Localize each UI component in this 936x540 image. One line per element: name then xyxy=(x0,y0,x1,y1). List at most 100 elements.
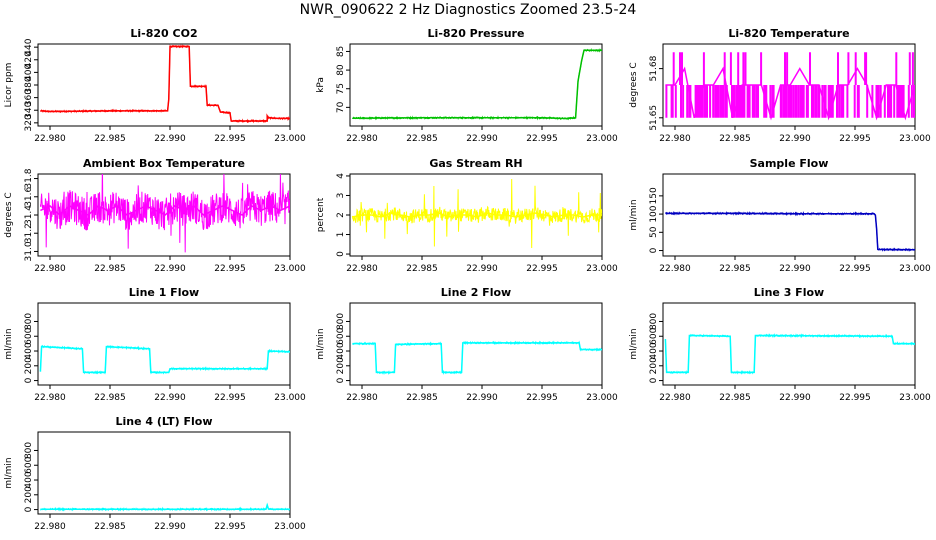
y-tick-label: 31.4 xyxy=(24,205,34,225)
plot-frame xyxy=(349,302,603,386)
y-tick-label: 1 xyxy=(336,232,346,238)
x-tick-label: 22.985 xyxy=(406,264,438,274)
series-line xyxy=(352,49,602,120)
x-tick-label: 22.990 xyxy=(466,264,498,274)
x-tick-label: 22.985 xyxy=(406,134,438,144)
x-tick-label: 22.995 xyxy=(526,134,558,144)
series-line xyxy=(40,502,290,510)
y-tick-label: 80 xyxy=(336,64,346,76)
x-tick-label: 23.000 xyxy=(274,134,306,144)
x-tick-label: 23.000 xyxy=(586,393,618,403)
x-tick-label: 23.000 xyxy=(899,264,931,274)
x-tick-label: 22.990 xyxy=(154,393,186,403)
chart-line-1-flow: Line 1 Flow ml/min 22.980 22.985 22.990 22.99… xyxy=(4,286,306,403)
x-tick-label: 22.990 xyxy=(154,134,186,144)
y-axis-label: kPa xyxy=(316,77,326,93)
y-tick-label: 4 xyxy=(336,173,346,179)
x-tick-label: 22.980 xyxy=(346,134,378,144)
chart-li-820-pressure: Li-820 Pressure kPa 22.980 22.985 22.990 22.9… xyxy=(316,27,618,144)
x-tick-label: 22.990 xyxy=(779,134,811,144)
y-tick-label: 31.2 xyxy=(24,223,34,243)
y-tick-label: 800 xyxy=(336,313,346,330)
x-tick-label: 22.980 xyxy=(34,522,66,532)
series-line xyxy=(664,334,915,374)
x-tick-label: 22.985 xyxy=(94,393,126,403)
series-noise xyxy=(351,178,602,249)
y-tick-label: 0 xyxy=(336,377,346,383)
x-tick-label: 23.000 xyxy=(586,264,618,274)
y-tick-label: 800 xyxy=(24,442,34,459)
chart-title: Line 3 Flow xyxy=(754,286,824,299)
series-noise xyxy=(39,344,290,375)
y-tick-label: 2 xyxy=(336,212,346,218)
x-tick-label: 22.995 xyxy=(839,393,871,403)
y-tick-label: 340 xyxy=(24,101,34,118)
x-tick-label: 22.980 xyxy=(346,393,378,403)
x-tick-label: 23.000 xyxy=(899,134,931,144)
x-tick-label: 23.000 xyxy=(899,393,931,403)
y-tick-label: 600 xyxy=(336,327,346,344)
x-tick-label: 22.990 xyxy=(154,264,186,274)
chart-title: Ambient Box Temperature xyxy=(83,157,245,170)
y-axis-label: degrees C xyxy=(629,62,639,107)
y-tick-label: 0 xyxy=(649,247,659,253)
y-tick-label: 400 xyxy=(649,342,659,359)
x-tick-label: 22.995 xyxy=(526,264,558,274)
x-tick-label: 22.985 xyxy=(719,134,751,144)
chart-title: Li-820 Temperature xyxy=(728,27,849,40)
series-noise xyxy=(39,174,290,253)
x-tick-label: 22.995 xyxy=(839,264,871,274)
series-noise xyxy=(40,504,290,512)
y-tick-label: 800 xyxy=(649,313,659,330)
x-tick-label: 22.980 xyxy=(659,134,691,144)
chart-title: Li-820 Pressure xyxy=(428,27,525,40)
x-tick-label: 23.000 xyxy=(274,393,306,403)
y-axis-label: ml/min xyxy=(4,328,14,359)
y-tick-label: 51.65 xyxy=(649,105,659,131)
y-tick-label: 200 xyxy=(24,357,34,374)
x-tick-label: 22.985 xyxy=(719,393,751,403)
y-axis-label: percent xyxy=(316,197,326,232)
y-axis-label: ml/min xyxy=(4,457,14,488)
y-tick-label: 70 xyxy=(336,101,346,113)
y-tick-label: 400 xyxy=(24,64,34,81)
x-tick-label: 22.985 xyxy=(94,264,126,274)
x-tick-label: 22.995 xyxy=(214,134,246,144)
series-noise xyxy=(352,48,602,121)
plot-frame xyxy=(37,302,291,386)
y-tick-label: 380 xyxy=(24,76,34,93)
y-tick-label: 320 xyxy=(24,114,34,131)
x-tick-label: 22.980 xyxy=(659,393,691,403)
x-tick-label: 22.990 xyxy=(154,522,186,532)
y-axis-label: degrees C xyxy=(4,192,14,237)
y-tick-label: 420 xyxy=(24,51,34,68)
figure-title: NWR_090622 2 Hz Diagnostics Zoomed 23.5-… xyxy=(299,2,637,18)
y-tick-label: 400 xyxy=(24,471,34,488)
series-noise xyxy=(664,333,915,375)
x-tick-label: 23.000 xyxy=(274,522,306,532)
chart-line-3-flow: Line 3 Flow ml/min 22.980 22.985 22.990 22.99… xyxy=(629,286,931,403)
y-tick-label: 0 xyxy=(649,377,659,383)
chart-title: Line 1 Flow xyxy=(129,286,199,299)
x-tick-label: 23.000 xyxy=(586,134,618,144)
chart-line-4-lt-flow: Line 4 (LT) Flow ml/min 22.980 22.985 22.990… xyxy=(4,415,306,532)
series-noise xyxy=(665,210,915,252)
x-tick-label: 22.995 xyxy=(214,522,246,532)
y-tick-label: 200 xyxy=(336,357,346,374)
y-tick-label: 31.6 xyxy=(24,186,34,206)
x-tick-label: 22.980 xyxy=(34,393,66,403)
y-tick-label: 440 xyxy=(24,38,34,55)
x-tick-label: 22.985 xyxy=(94,522,126,532)
y-axis-label: ml/min xyxy=(629,328,639,359)
chart-ambient-box-temperature: Ambient Box Temperature degrees C 22.980 22… xyxy=(4,157,306,274)
chart-title: Line 2 Flow xyxy=(441,286,511,299)
y-tick-label: 400 xyxy=(336,342,346,359)
x-tick-label: 22.995 xyxy=(214,393,246,403)
y-tick-label: 85 xyxy=(336,46,346,57)
y-tick-label: 75 xyxy=(336,83,346,94)
y-tick-label: 0 xyxy=(336,251,346,257)
y-axis-label: ml/min xyxy=(629,199,639,230)
x-tick-label: 22.990 xyxy=(779,264,811,274)
